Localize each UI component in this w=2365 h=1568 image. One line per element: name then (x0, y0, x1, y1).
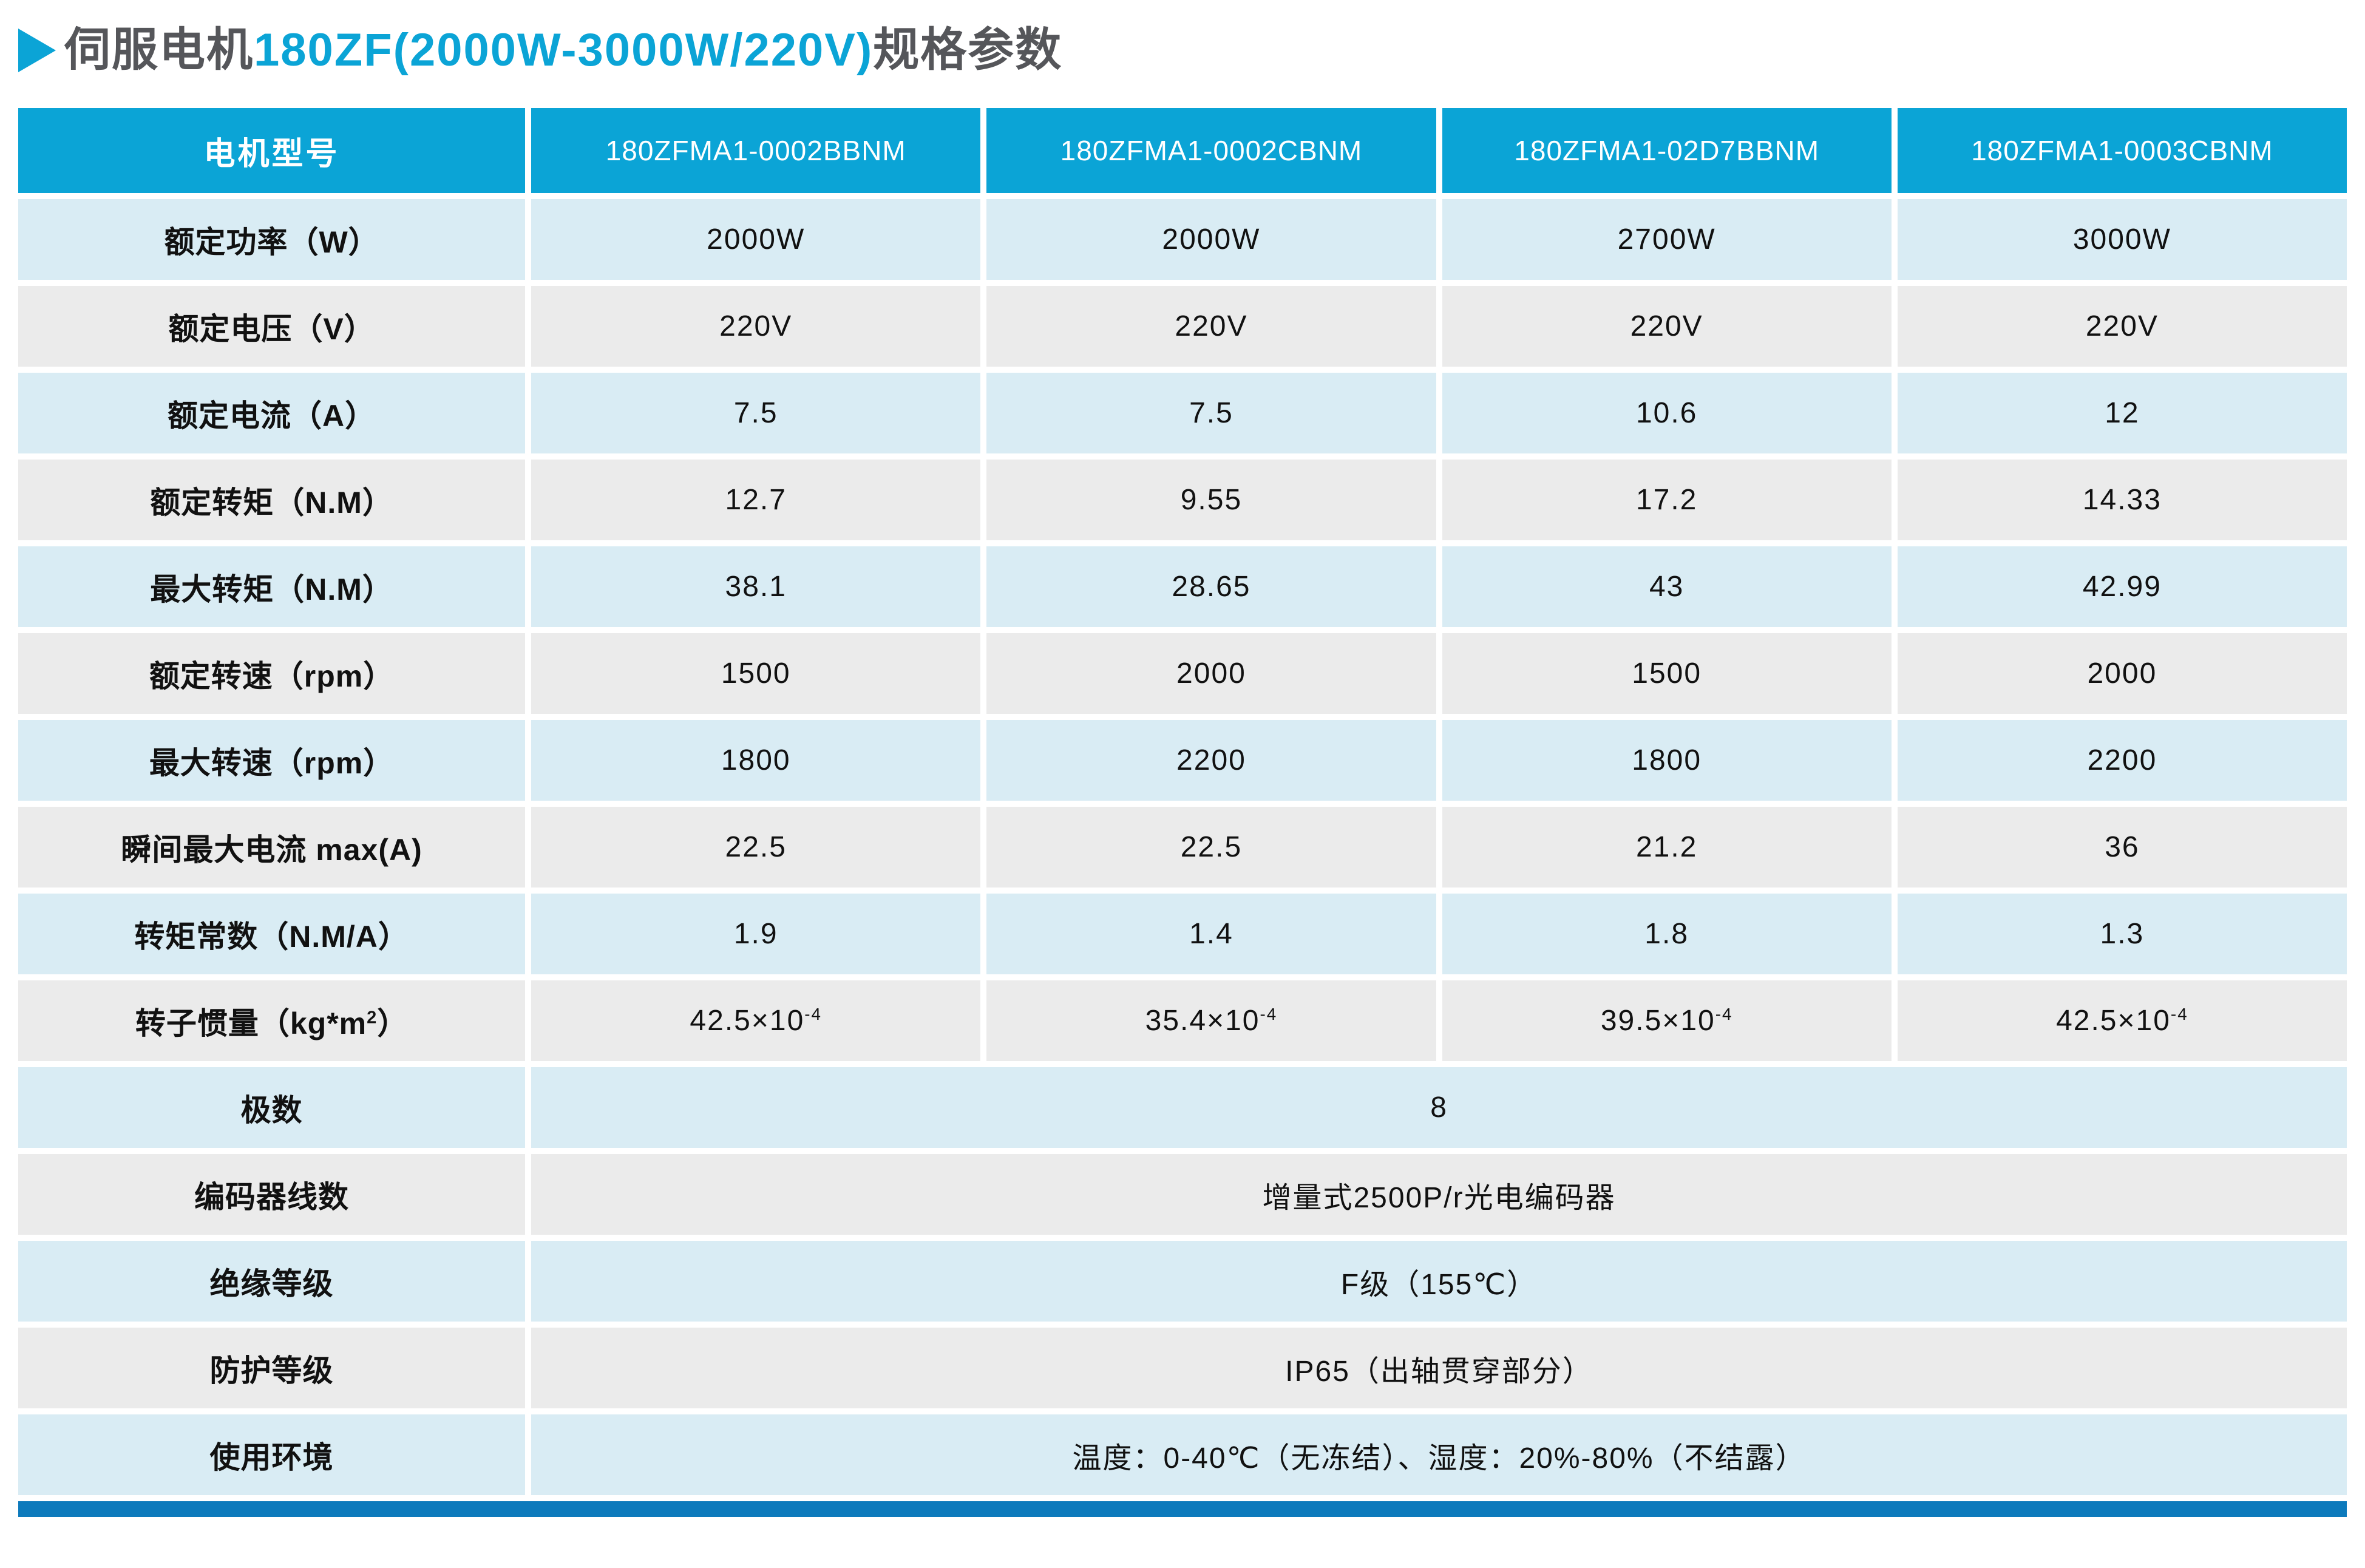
spec-value-cell: 21.2 (1442, 807, 1892, 888)
column-header-model-2: 180ZFMA1-0002CBNM (986, 108, 1436, 193)
spec-row-label: 额定电压（V） (18, 286, 526, 367)
bottom-accent-bar (18, 1501, 2347, 1517)
spec-value-cell: 12.7 (531, 460, 981, 540)
spec-row-label: 额定转矩（N.M） (18, 460, 526, 540)
table-row: 防护等级 IP65（出轴贯穿部分） (18, 1328, 2347, 1408)
spec-value-cell: 7.5 (986, 373, 1436, 453)
column-header-motor-model: 电机型号 (18, 108, 526, 193)
spec-value-cell: 2000 (986, 633, 1436, 714)
page-title-suffix: 规格参数 (873, 24, 1063, 76)
spec-value-cell: 7.5 (531, 373, 981, 453)
spec-value-cell: 1500 (531, 633, 981, 714)
spec-value-cell: 220V (1897, 286, 2347, 367)
spec-value-cell: 220V (531, 286, 981, 367)
spec-value-cell: 12 (1897, 373, 2347, 453)
spec-row-label: 转矩常数（N.M/A） (18, 894, 526, 974)
spec-row-label: 极数 (18, 1067, 526, 1148)
spec-row-label: 额定功率（W） (18, 199, 526, 280)
spec-value-cell: 1.8 (1442, 894, 1892, 974)
spec-value-cell: 3000W (1897, 199, 2347, 280)
spec-row-label: 最大转速（rpm） (18, 720, 526, 801)
spec-row-label: 编码器线数 (18, 1154, 526, 1235)
page-title-prefix: 伺服电机 (64, 24, 254, 76)
spec-value-cell: 2700W (1442, 199, 1892, 280)
spec-value-cell: 1.4 (986, 894, 1436, 974)
spec-value-cell: 17.2 (1442, 460, 1892, 540)
table-row: 转子惯量（kg*m2） 42.5×10-4 35.4×10-4 39.5×10-4 42… (18, 980, 2347, 1061)
spec-value-cell: 28.65 (986, 546, 1436, 627)
spec-value-cell: 1.9 (531, 894, 981, 974)
spec-value-cell: 2200 (1897, 720, 2347, 801)
spec-value-cell: 220V (986, 286, 1436, 367)
table-row: 额定转矩（N.M） 12.7 9.55 17.2 14.33 (18, 460, 2347, 540)
page-title-row: 伺服电机180ZF(2000W-3000W/220V)规格参数 (18, 17, 2347, 84)
spec-value-cell: 22.5 (531, 807, 981, 888)
spec-value-cell: 14.33 (1897, 460, 2347, 540)
table-row: 极数 8 (18, 1067, 2347, 1148)
spec-table-body: 额定功率（W） 2000W 2000W 2700W 3000W 额定电压（V） 220V 22… (18, 199, 2347, 1495)
spec-value-cell: 220V (1442, 286, 1892, 367)
column-header-model-4: 180ZFMA1-0003CBNM (1897, 108, 2347, 193)
table-row: 额定电压（V） 220V 220V 220V 220V (18, 286, 2347, 367)
spec-value-cell: IP65（出轴贯穿部分） (531, 1328, 2347, 1408)
title-arrow-icon (18, 29, 56, 72)
spec-value-cell: 2000 (1897, 633, 2347, 714)
table-row: 转矩常数（N.M/A） 1.9 1.4 1.8 1.3 (18, 894, 2347, 974)
table-row: 额定功率（W） 2000W 2000W 2700W 3000W (18, 199, 2347, 280)
spec-value-cell: 39.5×10-4 (1442, 980, 1892, 1061)
spec-value-cell: 42.5×10-4 (531, 980, 981, 1061)
spec-value-cell: 2000W (986, 199, 1436, 280)
spec-row-label: 使用环境 (18, 1414, 526, 1495)
spec-row-label: 瞬间最大电流 max(A) (18, 807, 526, 888)
spec-value-cell: 42.99 (1897, 546, 2347, 627)
spec-value-cell: 1800 (531, 720, 981, 801)
table-row: 最大转矩（N.M） 38.1 28.65 43 42.99 (18, 546, 2347, 627)
table-row: 使用环境 温度：0-40℃（无冻结）、湿度：20%-80%（不结露） (18, 1414, 2347, 1495)
spec-value-cell: 10.6 (1442, 373, 1892, 453)
page-title: 伺服电机180ZF(2000W-3000W/220V)规格参数 (64, 27, 1062, 73)
spec-value-cell: 2000W (531, 199, 981, 280)
spec-value-cell: 43 (1442, 546, 1892, 627)
spec-value-cell: 42.5×10-4 (1897, 980, 2347, 1061)
spec-value-cell: 增量式2500P/r光电编码器 (531, 1154, 2347, 1235)
spec-row-label: 防护等级 (18, 1328, 526, 1408)
table-header-row: 电机型号 180ZFMA1-0002BBNM 180ZFMA1-0002CBNM… (18, 108, 2347, 193)
table-row: 编码器线数 增量式2500P/r光电编码器 (18, 1154, 2347, 1235)
spec-value-cell: 1800 (1442, 720, 1892, 801)
spec-row-label: 绝缘等级 (18, 1241, 526, 1322)
spec-value-cell: 1.3 (1897, 894, 2347, 974)
spec-row-label: 最大转矩（N.M） (18, 546, 526, 627)
table-row: 最大转速（rpm） 1800 2200 1800 2200 (18, 720, 2347, 801)
spec-value-cell: F级（155℃） (531, 1241, 2347, 1322)
spec-value-cell: 温度：0-40℃（无冻结）、湿度：20%-80%（不结露） (531, 1414, 2347, 1495)
table-row: 绝缘等级 F级（155℃） (18, 1241, 2347, 1322)
table-row: 额定电流（A） 7.5 7.5 10.6 12 (18, 373, 2347, 453)
spec-value-cell: 35.4×10-4 (986, 980, 1436, 1061)
column-header-model-1: 180ZFMA1-0002BBNM (531, 108, 981, 193)
motor-spec-table: 电机型号 180ZFMA1-0002BBNM 180ZFMA1-0002CBNM… (12, 102, 2353, 1501)
spec-row-label: 额定电流（A） (18, 373, 526, 453)
spec-sheet-page: 伺服电机180ZF(2000W-3000W/220V)规格参数 电机型号 180… (0, 17, 2365, 1568)
spec-value-cell: 2200 (986, 720, 1436, 801)
spec-row-label: 转子惯量（kg*m2） (18, 980, 526, 1061)
spec-value-cell: 22.5 (986, 807, 1436, 888)
spec-value-cell: 9.55 (986, 460, 1436, 540)
spec-value-cell: 8 (531, 1067, 2347, 1148)
spec-value-cell: 1500 (1442, 633, 1892, 714)
spec-value-cell: 38.1 (531, 546, 981, 627)
spec-value-cell: 36 (1897, 807, 2347, 888)
table-row: 额定转速（rpm） 1500 2000 1500 2000 (18, 633, 2347, 714)
table-row: 瞬间最大电流 max(A) 22.5 22.5 21.2 36 (18, 807, 2347, 888)
spec-row-label: 额定转速（rpm） (18, 633, 526, 714)
column-header-model-3: 180ZFMA1-02D7BBNM (1442, 108, 1892, 193)
page-title-model-range: 180ZF(2000W-3000W/220V) (254, 24, 874, 76)
